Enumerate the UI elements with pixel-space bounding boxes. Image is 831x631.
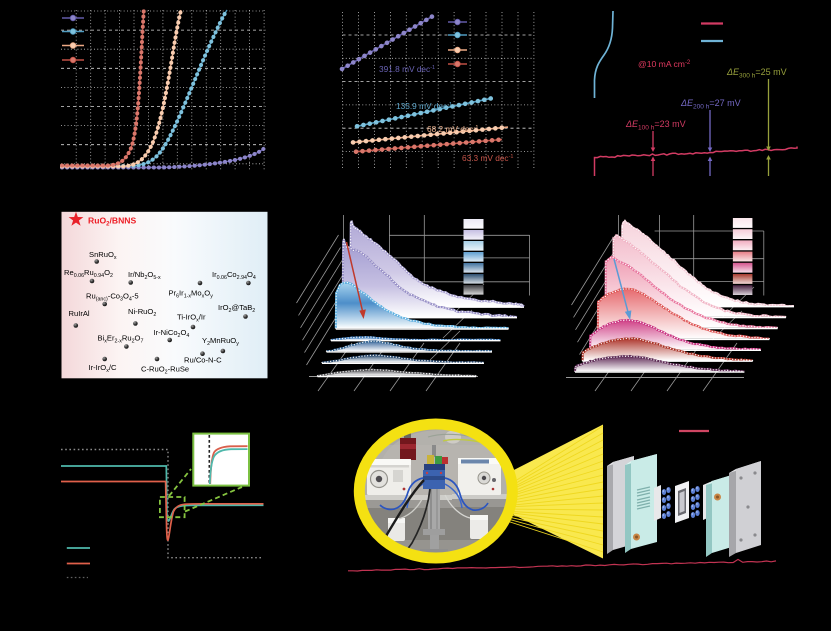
svg-text:IrO2@TaB2: IrO2@TaB2 [218,303,255,314]
svg-text:BixEr2-xRu2O7: BixEr2-xRu2O7 [98,334,144,345]
svg-text:Ir-NiCo2O4: Ir-NiCo2O4 [154,328,190,339]
svg-text:SnRuOx: SnRuOx [89,250,117,261]
svg-text:391.8 mV dec-1: 391.8 mV dec-1 [379,64,435,74]
svg-text:ΔE100 h=23 mV: ΔE100 h=23 mV [625,119,686,132]
svg-text:63.3 mV dec-1: 63.3 mV dec-1 [462,153,513,163]
svg-text:Ru/Co-N-C: Ru/Co-N-C [184,356,222,365]
svg-text:68.2 mV dec-1: 68.2 mV dec-1 [427,124,478,134]
svg-text:RuIrAl: RuIrAl [69,309,90,318]
svg-text:135.9 mV dec-1: 135.9 mV dec-1 [396,101,452,111]
svg-text:Ti-IrOx/Ir: Ti-IrOx/Ir [177,313,206,324]
svg-text:Ir/Nb2O5-x: Ir/Nb2O5-x [128,270,161,281]
svg-text:C-RuO2-RuSe: C-RuO2-RuSe [141,365,189,376]
svg-text:Ir0.06Co2.94O4: Ir0.06Co2.94O4 [212,270,256,281]
svg-text:Y2MnRuOy: Y2MnRuOy [202,336,239,347]
svg-text:Pr6Ir1-xMoxOy: Pr6Ir1-xMoxOy [169,289,214,300]
svg-text:ΔE200 h=27 mV: ΔE200 h=27 mV [680,98,741,111]
svg-text:Ni-RuO2: Ni-RuO2 [128,307,156,318]
svg-text:ΔE300 h=25 mV: ΔE300 h=25 mV [726,67,787,80]
svg-text:RuO2/BNNS: RuO2/BNNS [88,216,136,228]
svg-text:Ir-IrOx/C: Ir-IrOx/C [89,363,117,374]
svg-text:Ru(anc)-Co3O4-5: Ru(anc)-Co3O4-5 [86,292,139,303]
svg-text:Re0.06Ru0.94O2: Re0.06Ru0.94O2 [64,268,113,279]
svg-text:@10 mA cm-2: @10 mA cm-2 [638,59,691,69]
